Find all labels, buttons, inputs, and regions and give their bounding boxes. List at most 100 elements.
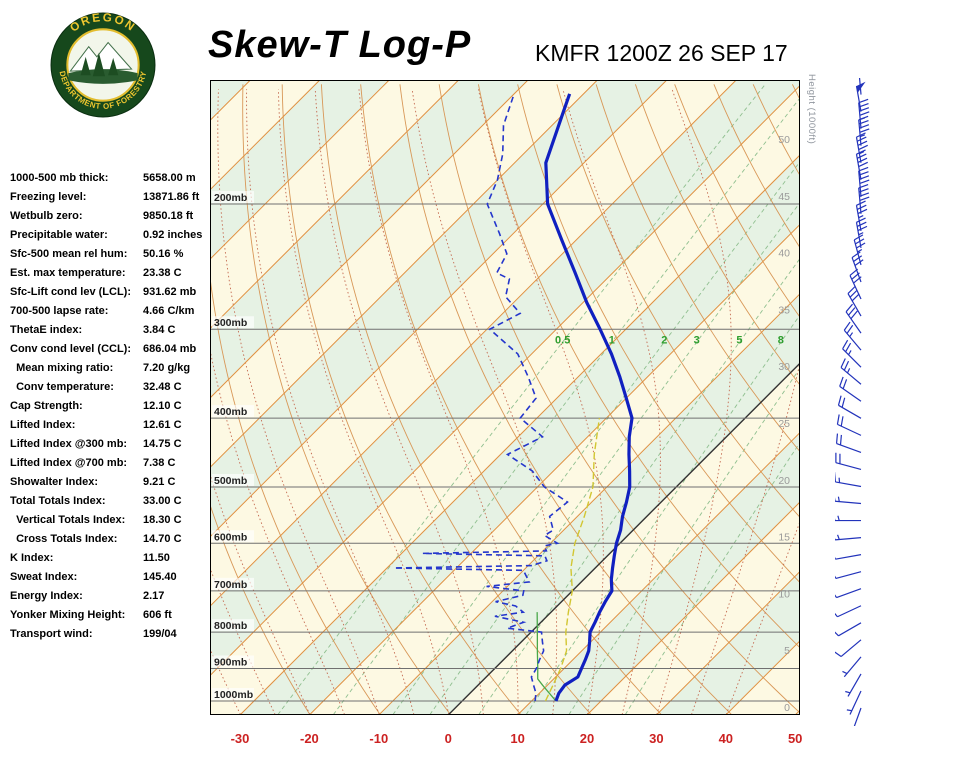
logo-tree-icon <box>108 57 119 76</box>
temperature-axis: -30 -20 -10 0 10 20 30 40 50 <box>210 731 803 749</box>
index-label: Energy Index: <box>10 590 83 602</box>
mixing-ratio-line <box>478 257 800 715</box>
index-label: Vertical Totals Index: <box>10 514 126 526</box>
wind-barb <box>851 251 864 283</box>
height-axis-label: 40 <box>778 248 790 260</box>
wind-barb <box>831 510 861 522</box>
wind-barb <box>837 395 862 419</box>
wind-barb <box>832 491 862 505</box>
temp-axis-label: -20 <box>299 731 319 746</box>
skewt-chart: 200mb 300mb 400mb 500mb 600mb 700mb 800mb 900mb… <box>210 80 800 715</box>
dry-adiabat-line <box>477 84 800 649</box>
index-label: Total Totals Index: <box>10 495 106 507</box>
index-value: 50.16 % <box>143 248 184 260</box>
index-row: Transport wind: 199/04 <box>10 625 210 644</box>
index-value: 9.21 C <box>143 476 176 488</box>
mixing-ratio-label: 3 <box>694 334 700 346</box>
index-row: Energy Index: 2.17 <box>10 587 210 606</box>
index-value: 12.10 C <box>143 400 182 412</box>
wind-barb <box>830 622 862 637</box>
dry-adiabat-line <box>556 84 800 519</box>
pressure-axis-label: 300mb <box>214 317 247 329</box>
chart-border <box>210 80 800 715</box>
index-row: Precipitable water: 0.92 inches <box>10 226 210 245</box>
dry-adiabat-line <box>634 84 800 386</box>
index-value: 14.70 C <box>143 533 182 545</box>
temp-axis-label: -30 <box>230 731 250 746</box>
index-row: Conv temperature: 32.48 C <box>10 378 210 397</box>
index-row: Wetbulb zero: 9850.18 ft <box>10 207 210 226</box>
pressure-axis-label: 500mb <box>214 475 247 487</box>
dry-adiabat-line <box>210 503 311 715</box>
height-axis-label: 50 <box>778 134 790 146</box>
index-row: 1000-500 mb thick: 5658.00 m <box>10 169 210 188</box>
wind-barb <box>855 81 866 112</box>
wind-barb <box>858 98 870 129</box>
index-label: Wetbulb zero: <box>10 210 83 222</box>
temp-axis-label: 30 <box>649 731 664 746</box>
height-axis-label: 5 <box>784 645 790 657</box>
height-axis-label: 35 <box>778 304 790 316</box>
wind-barb <box>830 549 862 560</box>
isotherm-line <box>210 80 668 538</box>
index-label: 700-500 lapse rate: <box>10 305 109 317</box>
index-label: Sfc-500 mean rel hum: <box>10 248 128 260</box>
isotherm-line <box>378 293 800 715</box>
index-label: Sweat Index: <box>10 571 78 583</box>
skewt-chart-svg: 200mb 300mb 400mb 500mb 600mb 700mb 800mb 900mb… <box>210 80 800 715</box>
dry-adiabat-line <box>281 84 522 715</box>
index-value: 145.40 <box>143 571 177 583</box>
index-row: Total Totals Index: 33.00 C <box>10 492 210 511</box>
index-row: 700-500 lapse rate: 4.66 C/km <box>10 302 210 321</box>
temp-axis-label: 0 <box>444 731 452 746</box>
index-row: Cross Totals Index: 14.70 C <box>10 530 210 549</box>
isotherm-line <box>210 80 737 607</box>
index-row: Yonker Mixing Height: 606 ft <box>10 606 210 625</box>
isotherm-line <box>210 84 800 677</box>
index-row: Sfc-Lift cond lev (LCL): 931.62 mb <box>10 283 210 302</box>
index-row: Lifted Index @700 mb: 7.38 C <box>10 454 210 473</box>
wind-barb <box>839 376 862 402</box>
moist-adiabat-line <box>210 347 345 715</box>
mixing-ratio-line <box>525 314 800 715</box>
dry-adiabat-line <box>438 84 800 714</box>
dry-adiabat-line <box>517 84 800 584</box>
moist-adiabat-line <box>691 360 800 715</box>
index-row: K Index: 11.50 <box>10 549 210 568</box>
index-row: Cap Strength: 12.10 C <box>10 397 210 416</box>
index-row: Mean mixing ratio: 7.20 g/kg <box>10 359 210 378</box>
temp-axis-label: -10 <box>369 731 389 746</box>
wind-barb <box>833 471 862 488</box>
index-label: Lifted Index: <box>10 419 76 431</box>
odf-logo: OREGON DEPARTMENT OF FORESTRY <box>50 11 156 118</box>
index-label: Conv cond level (CCL): <box>10 343 132 355</box>
index-value: 7.38 C <box>143 457 176 469</box>
index-row: Est. max temperature: 23.38 C <box>10 264 210 283</box>
isotherm-line <box>210 80 598 469</box>
isotherm-line <box>210 80 459 330</box>
index-row: Sweat Index: 145.40 <box>10 568 210 587</box>
mixing-ratio-line <box>392 160 800 715</box>
isotherm-line <box>210 80 390 260</box>
index-value: 11.50 <box>143 552 170 564</box>
index-value: 18.30 C <box>143 514 182 526</box>
wind-barb <box>830 605 862 618</box>
wind-barb <box>845 673 862 697</box>
index-row: Freezing level: 13871.86 ft <box>10 188 210 207</box>
index-row: ThetaE index: 3.84 C <box>10 321 210 340</box>
dry-adiabat-line <box>595 84 800 453</box>
index-value: 23.38 C <box>143 267 182 279</box>
index-value: 4.66 C/km <box>143 305 195 317</box>
dry-adiabat-line <box>360 84 662 715</box>
dry-adiabat-line <box>674 84 800 318</box>
temperature-trace <box>544 93 634 702</box>
wind-barb <box>836 414 862 436</box>
isotherm-line <box>210 80 321 191</box>
index-value: 33.00 C <box>143 495 182 507</box>
index-value: 2.17 <box>143 590 165 602</box>
index-label: Lifted Index @300 mb: <box>10 438 128 450</box>
pressure-axis-label: 600mb <box>214 531 247 543</box>
index-value: 7.20 g/kg <box>143 362 191 374</box>
index-row: Lifted Index: 12.61 C <box>10 416 210 435</box>
wind-barb <box>835 433 862 453</box>
